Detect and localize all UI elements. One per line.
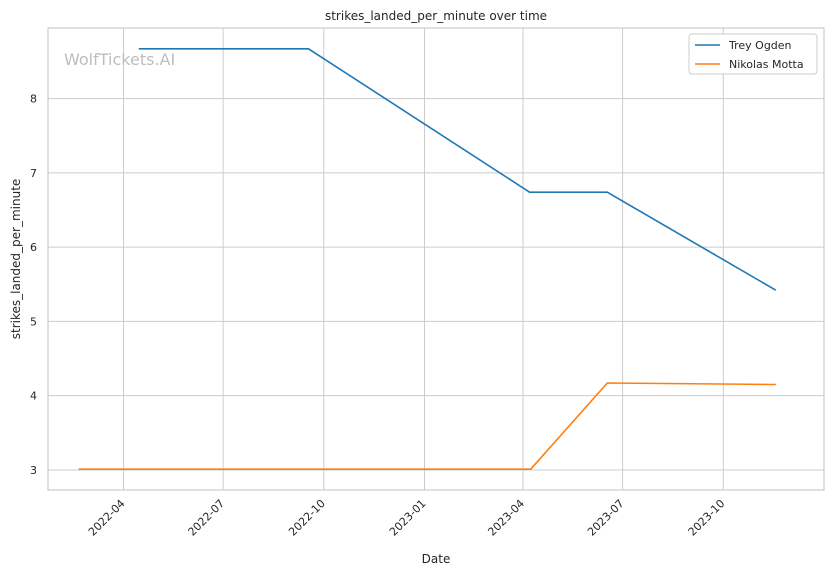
y-tick-label: 3 [30,464,37,477]
series-line-nikolas-motta [78,382,776,471]
legend-label-nikolas-motta: Nikolas Motta [729,58,804,71]
legend-box [688,33,818,75]
y-tick-label: 5 [30,315,37,328]
series-line-trey-ogden [138,47,777,291]
y-gridlines [48,98,824,471]
x-gridlines [123,28,724,490]
chart-title: strikes_landed_per_minute over time [325,9,547,23]
y-tick-label: 6 [30,241,37,254]
x-axis-label: Date [422,552,451,566]
legend: Trey Ogden Nikolas Motta [688,33,818,75]
series-layer [78,47,777,471]
y-tick-labels: 3 4 5 6 7 8 [30,93,37,477]
y-tick-label: 7 [30,167,37,180]
plot-frame [47,27,825,491]
y-tick-label: 8 [30,93,37,106]
y-axis-label: strikes_landed_per_minute [9,179,23,340]
y-tick-label: 4 [30,390,37,403]
legend-label-trey-ogden: Trey Ogden [728,39,792,52]
watermark-text: WolfTickets.AI [64,50,175,69]
